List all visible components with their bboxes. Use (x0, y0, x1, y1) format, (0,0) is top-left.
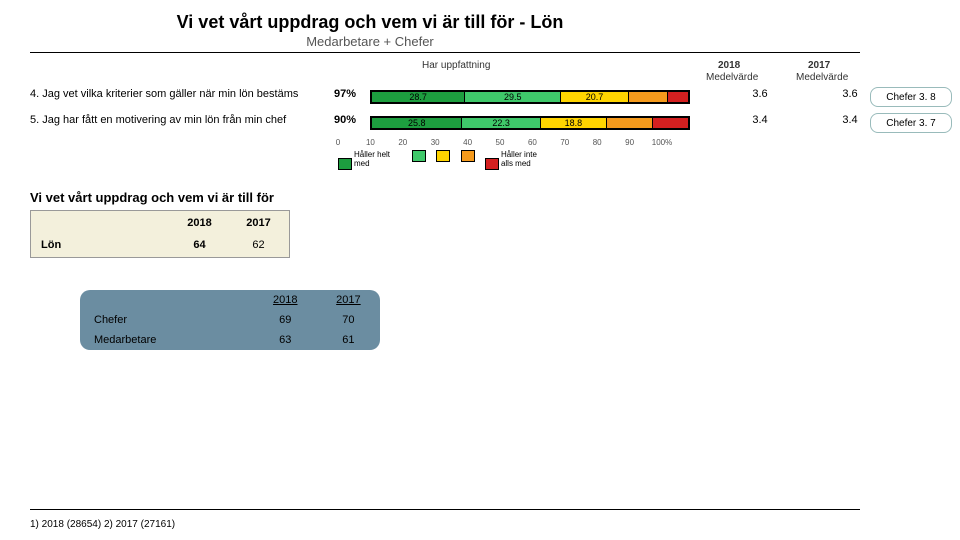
axis-tick: 20 (398, 138, 407, 147)
mini-v2018: 64 (171, 235, 228, 255)
hdr-2018: 2018 (718, 60, 740, 71)
mini-th-blank (33, 213, 169, 233)
legend-swatch-2 (412, 150, 426, 162)
axis-tick: 70 (560, 138, 569, 147)
blue-r1-2018: 69 (254, 310, 317, 330)
hdr-2017: 2017 (808, 60, 830, 71)
mini-th-2017: 2017 (230, 213, 287, 233)
mean-2018: 3.4 (740, 114, 780, 126)
blue-r1-label: Chefer (80, 310, 254, 330)
bar-segment (668, 92, 688, 102)
chefer-badge: Chefer 3. 8 (870, 87, 952, 107)
stacked-bar: 28.729.520.7 (370, 90, 690, 104)
bar-segment: 18.8 (541, 118, 607, 128)
bar-segment: 20.7 (561, 92, 629, 102)
question-row: 4. Jag vet vilka kriterier som gäller nä… (30, 88, 860, 108)
blue-summary-box: 2018 2017 Chefer 69 70 Medarbetare 63 61 (80, 290, 380, 350)
stacked-bar: 25.822.318.8 (370, 116, 690, 130)
page-title: Vi vet vårt uppdrag och vem vi är till f… (0, 12, 740, 33)
mini-v2017: 62 (230, 235, 287, 255)
axis-tick: 10 (366, 138, 375, 147)
bar-segment: 28.7 (372, 92, 465, 102)
footnote: 1) 2018 (28654) 2) 2017 (27161) (30, 519, 175, 530)
axis-tick: 80 (593, 138, 602, 147)
bar-segment (629, 92, 669, 102)
bar-segment: 29.5 (465, 92, 561, 102)
blue-r1-2017: 70 (317, 310, 380, 330)
legend-left: Håller helt med (354, 150, 404, 168)
bar-segment (653, 118, 688, 128)
page-subtitle: Medarbetare + Chefer (0, 34, 740, 49)
mini-table: 2018 2017 Lön 64 62 (30, 210, 290, 258)
page-root: Vi vet vårt uppdrag och vem vi är till f… (0, 0, 960, 540)
blue-r2-2018: 63 (254, 330, 317, 350)
blue-th-2018: 2018 (254, 290, 317, 310)
axis-tick: 50 (496, 138, 505, 147)
axis-tick: 40 (463, 138, 472, 147)
axis-tick: 60 (528, 138, 537, 147)
question-pct: 90% (330, 114, 360, 126)
axis-tick: 90 (625, 138, 634, 147)
question-row: 5. Jag har fått en motivering av min lön… (30, 114, 860, 134)
question-pct: 97% (330, 88, 360, 100)
hdr-2017-sub: Medelvärde (796, 72, 848, 83)
axis-tick: 100% (652, 138, 672, 147)
question-text: 5. Jag har fått en motivering av min lön… (30, 114, 310, 126)
blue-th-blank (80, 290, 254, 310)
chefer-badge: Chefer 3. 7 (870, 113, 952, 133)
blue-th-2017: 2017 (317, 290, 380, 310)
bar-segment (607, 118, 653, 128)
mini-row-label: Lön (33, 235, 169, 255)
question-text: 4. Jag vet vilka kriterier som gäller nä… (30, 88, 310, 100)
legend-swatch-5 (485, 158, 499, 170)
blue-r2-label: Medarbetare (80, 330, 254, 350)
blue-r2-2017: 61 (317, 330, 380, 350)
hdr-opinion: Har uppfattning (422, 60, 490, 71)
section2-title: Vi vet vårt uppdrag och vem vi är till f… (30, 190, 274, 205)
legend-swatch-3 (436, 150, 450, 162)
mean-2017: 3.4 (830, 114, 870, 126)
mean-2018: 3.6 (740, 88, 780, 100)
bar-segment: 22.3 (462, 118, 540, 128)
legend-swatch-1 (338, 158, 352, 170)
mini-th-2018: 2018 (171, 213, 228, 233)
divider-top (30, 52, 860, 53)
hdr-2018-sub: Medelvärde (706, 72, 758, 83)
axis-tick: 30 (431, 138, 440, 147)
bar-legend: Håller helt med Håller inte alls med (338, 150, 662, 170)
bar-segment: 25.8 (372, 118, 462, 128)
legend-right: Håller inte alls med (501, 150, 551, 168)
axis-tick: 0 (336, 138, 340, 147)
mean-2017: 3.6 (830, 88, 870, 100)
divider-bottom (30, 509, 860, 510)
legend-swatch-4 (461, 150, 475, 162)
